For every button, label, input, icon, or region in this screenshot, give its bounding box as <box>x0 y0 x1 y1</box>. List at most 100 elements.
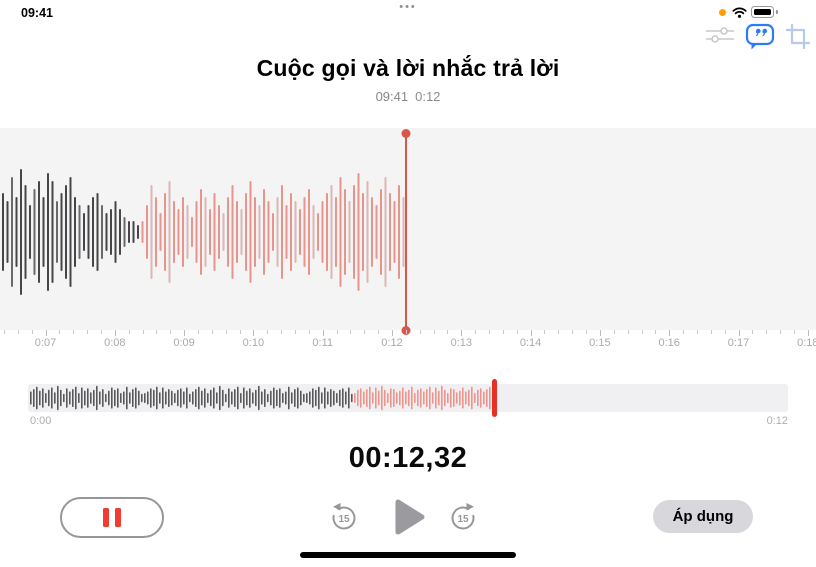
ruler-label: 0:11 <box>312 337 333 349</box>
ruler-tick <box>627 330 629 334</box>
ruler-tick <box>558 330 560 334</box>
ruler-tick <box>489 330 490 334</box>
ruler-tick <box>780 330 782 334</box>
recording-time: 09:41 <box>375 89 409 104</box>
ruler-tick <box>197 330 199 334</box>
ruler-tick <box>156 330 158 334</box>
main-waveform-svg <box>2 169 405 295</box>
ruler-tick <box>308 330 310 334</box>
pause-icon <box>103 508 109 527</box>
ruler-tick <box>3 330 5 334</box>
ruler-tick <box>17 330 19 334</box>
ruler-tick <box>586 330 587 334</box>
recording-duration: 0:12 <box>415 89 441 104</box>
ruler-tick <box>793 330 795 334</box>
ruler-tick <box>572 330 574 334</box>
skip-back-15-button[interactable]: 15 <box>329 502 359 532</box>
pause-button[interactable] <box>60 497 164 538</box>
ruler-label: 0:15 <box>589 337 611 349</box>
ruler-tick <box>100 330 102 334</box>
recording-subtitle: 09:41 0:12 <box>0 89 816 104</box>
wifi-icon <box>732 5 747 23</box>
ruler-tick <box>170 330 172 334</box>
ruler-label: 0:16 <box>658 337 680 349</box>
ruler-tick <box>336 330 338 334</box>
ruler-tick <box>267 330 269 334</box>
ruler-tick <box>364 330 366 334</box>
ruler-label: 0:08 <box>104 337 126 349</box>
ruler-tick <box>378 330 380 334</box>
overview-end-label: 0:12 <box>766 415 788 427</box>
ruler-tick <box>516 330 518 334</box>
skip-back-label: 15 <box>338 514 350 525</box>
apply-button[interactable]: Áp dụng <box>653 500 753 533</box>
ruler-tick <box>322 330 324 336</box>
recording-title: Cuộc gọi và lời nhắc trả lời <box>256 55 560 81</box>
ruler-label: 0:14 <box>519 337 542 349</box>
overview-playhead[interactable] <box>492 379 497 417</box>
ruler-tick <box>114 330 116 336</box>
ruler-tick <box>225 330 227 334</box>
ruler-label: 0:17 <box>727 337 750 349</box>
ruler-tick <box>696 330 698 334</box>
ruler-label: 0:10 <box>242 337 265 349</box>
battery-icon <box>751 6 774 18</box>
ruler-tick <box>461 330 463 336</box>
recording-indicator-icon <box>719 9 726 16</box>
overview-start-label: 0:00 <box>30 415 52 427</box>
overview-strip[interactable] <box>28 379 788 417</box>
play-button[interactable] <box>394 498 426 536</box>
ruler-label: 0:18 <box>797 337 816 349</box>
ruler-tick <box>419 330 421 334</box>
ruler-tick <box>73 330 75 334</box>
ruler-tick <box>669 330 671 336</box>
skip-forward-15-button[interactable]: 15 <box>448 502 478 532</box>
multitask-indicator-icon: ••• <box>399 1 417 13</box>
ruler-tick <box>295 330 296 334</box>
battery-tip-icon <box>776 9 778 14</box>
ruler-tick <box>211 330 213 334</box>
ruler-tick <box>184 330 186 336</box>
ruler-tick <box>128 330 130 334</box>
ruler-tick <box>59 330 61 334</box>
ruler-tick <box>544 330 546 334</box>
ruler-tick <box>710 330 712 334</box>
ruler-tick <box>613 330 615 334</box>
pause-icon <box>115 508 121 527</box>
ruler-label: 0:07 <box>34 337 57 349</box>
ruler-tick <box>752 330 754 334</box>
ruler-tick <box>142 330 144 334</box>
ruler-tick <box>239 330 241 334</box>
ruler-tick <box>253 330 255 336</box>
ruler-label: 0:13 <box>450 337 473 349</box>
elapsed-time-display: 00:12,32 <box>348 442 468 474</box>
adjust-sliders-icon[interactable] <box>705 26 735 49</box>
ruler-tick <box>655 330 657 334</box>
status-bar-time: 09:41 <box>21 6 53 20</box>
ruler-tick <box>738 330 740 336</box>
ruler-tick <box>31 330 33 334</box>
ruler-tick <box>599 330 601 336</box>
ruler-tick <box>45 330 47 336</box>
play-icon <box>395 499 425 535</box>
ruler-tick <box>281 330 283 334</box>
main-playhead[interactable] <box>401 128 411 335</box>
ruler-tick <box>683 330 684 334</box>
ruler-tick <box>475 330 477 334</box>
home-indicator[interactable] <box>300 552 516 558</box>
ruler-tick <box>87 330 89 334</box>
ruler-tick <box>766 330 768 334</box>
ruler-label: 0:09 <box>173 337 195 349</box>
ruler-tick <box>392 330 393 336</box>
time-ruler: 0:07 0:08 0:09 0:10 0:11 0:12 0:13 0:14 0:15 0:16… <box>0 330 816 352</box>
ruler-label: 0:12 <box>381 337 403 349</box>
ruler-tick <box>641 330 643 334</box>
waveform-panel[interactable] <box>0 128 816 335</box>
crop-icon[interactable] <box>785 23 811 55</box>
playhead-top-dot <box>401 128 411 138</box>
transcript-quote-icon[interactable] <box>745 23 775 56</box>
overview-waveform-svg <box>30 385 494 411</box>
ruler-tick <box>433 330 435 334</box>
ruler-tick <box>807 330 809 336</box>
ruler-tick <box>502 330 504 334</box>
